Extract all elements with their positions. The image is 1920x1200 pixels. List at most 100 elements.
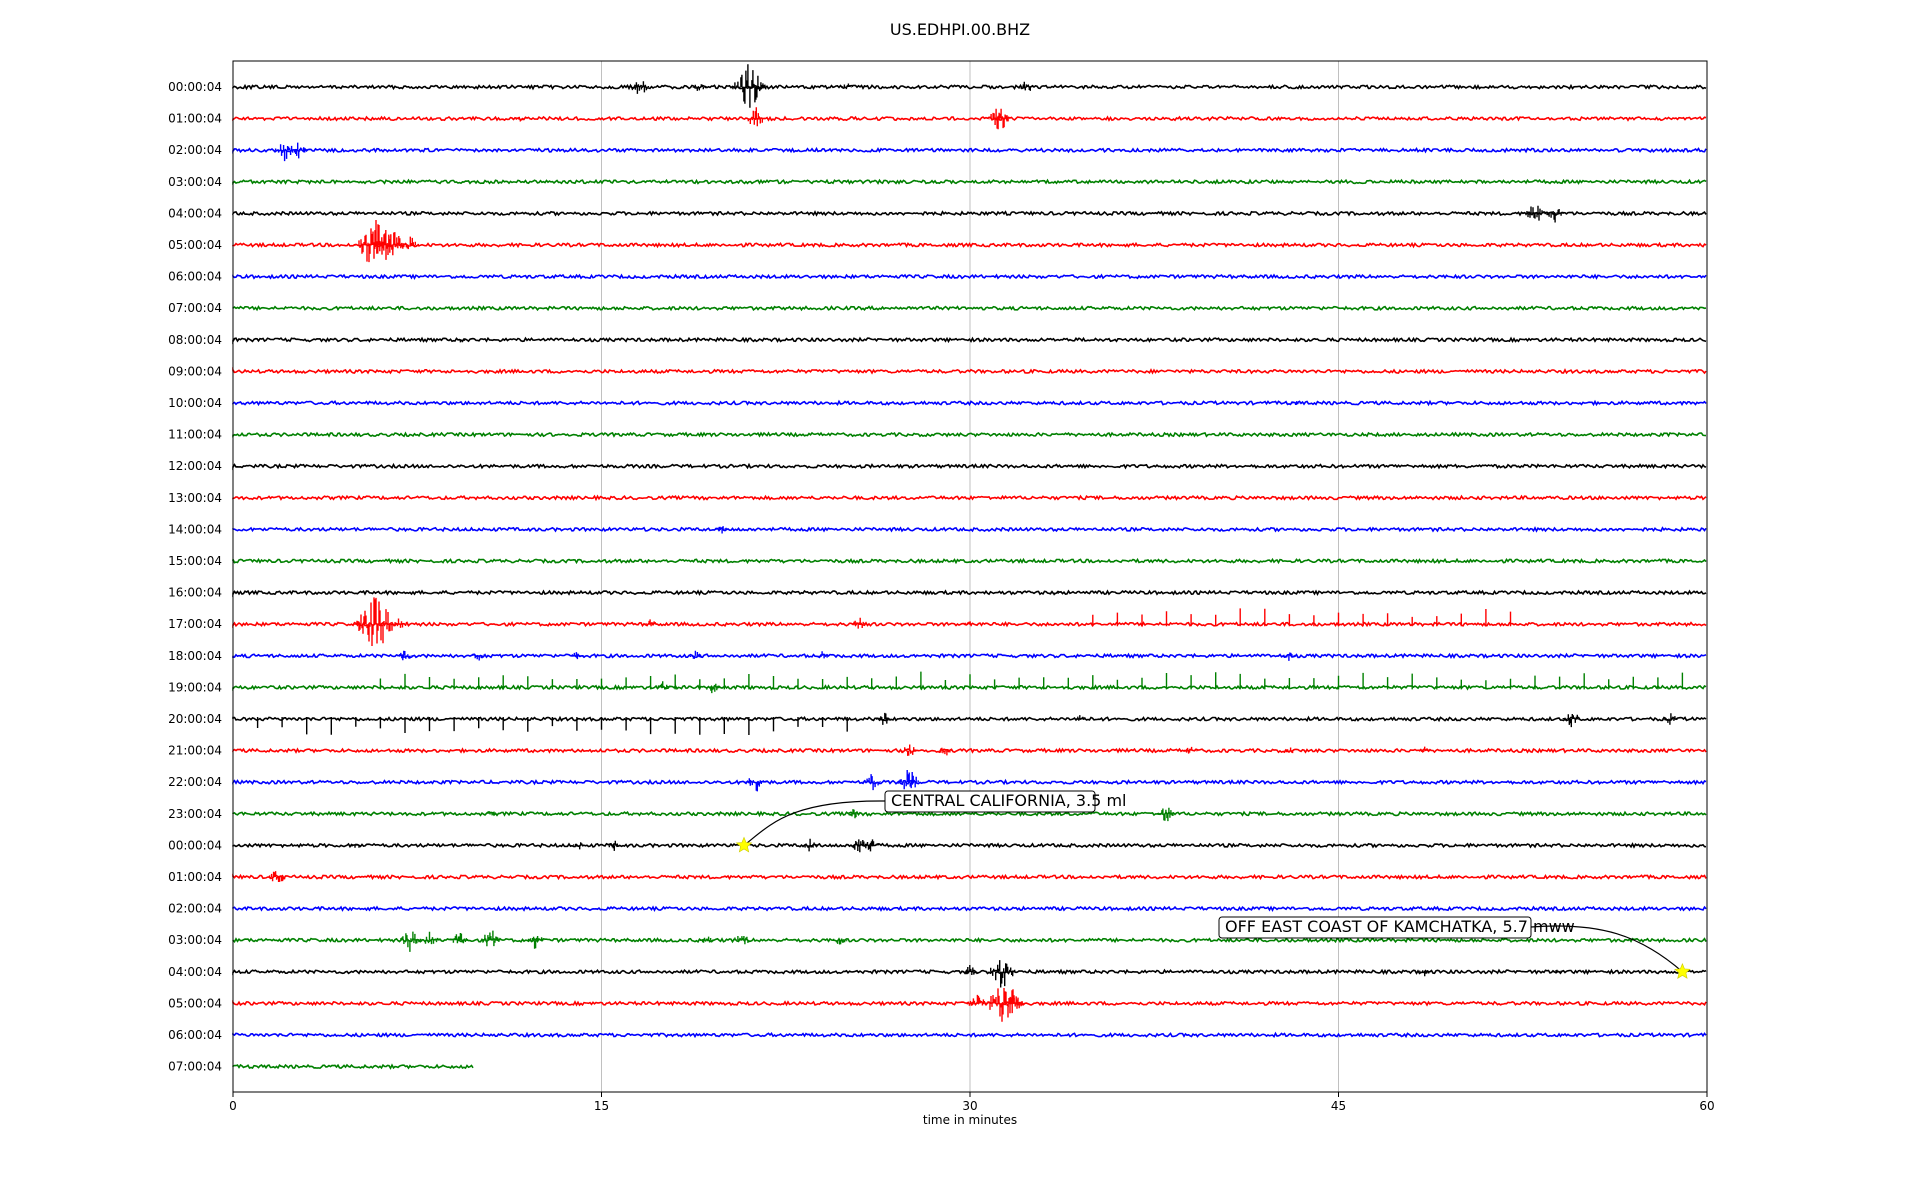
row-time-label: 06:00:04 [168, 1028, 222, 1042]
trace-row [232, 178, 1707, 185]
trace-row [232, 873, 1707, 881]
row-time-labels: 00:00:04 01:00:04 02:00:04 03:00:04 04:00:04… [168, 80, 222, 1074]
row-time-label: 04:00:04 [168, 206, 222, 220]
row-time-label: 05:00:04 [168, 996, 222, 1010]
annotation-text: CENTRAL CALIFORNIA, 3.5 ml [891, 791, 1126, 810]
trace-row [232, 146, 1707, 154]
trace-event [1524, 205, 1564, 223]
trace-event [900, 744, 1431, 756]
row-time-label: 04:00:04 [168, 965, 222, 979]
trace-event [397, 650, 1297, 661]
x-tick-label: 60 [1699, 1099, 1714, 1113]
row-time-label: 19:00:04 [168, 680, 222, 694]
annotation-text: OFF EAST COAST OF KAMCHATKA, 5.7 mww [1225, 917, 1575, 936]
trace-row [232, 241, 1707, 249]
trace-event [1049, 591, 1062, 596]
row-time-label: 12:00:04 [168, 459, 222, 473]
row-time-label: 20:00:04 [168, 712, 222, 726]
row-time-label: 10:00:04 [168, 396, 222, 410]
row-time-label: 22:00:04 [168, 775, 222, 789]
trace-row [232, 494, 1707, 502]
chart-title: US.EDHPI.00.BHZ [890, 20, 1030, 39]
trace-row [232, 305, 1707, 312]
row-time-label: 17:00:04 [168, 617, 222, 631]
trace-event [354, 597, 1512, 646]
x-axis-label: time in minutes [923, 1113, 1017, 1127]
x-tick-label: 0 [229, 1099, 237, 1113]
x-tick-label: 45 [1331, 1099, 1346, 1113]
x-tick-label: 15 [594, 1099, 609, 1113]
row-time-label: 15:00:04 [168, 554, 222, 568]
trace-row [232, 115, 1707, 122]
trace-row [232, 210, 1707, 217]
trace-row [232, 526, 1707, 533]
trace-row [232, 399, 1707, 407]
trace-row [232, 810, 1707, 818]
trace-event [745, 770, 920, 792]
event-star-marker [1674, 963, 1691, 979]
row-time-label: 03:00:04 [168, 933, 222, 947]
row-time-label: 01:00:04 [168, 112, 222, 126]
row-time-label: 16:00:04 [168, 586, 222, 600]
row-time-label: 11:00:04 [168, 428, 222, 442]
trace-row [232, 431, 1707, 438]
annotation-box [1218, 916, 1532, 939]
row-time-label: 01:00:04 [168, 870, 222, 884]
trace-row [232, 937, 1707, 944]
trace-row [232, 715, 1707, 723]
trace-row [232, 778, 1707, 786]
row-time-label: 00:00:04 [168, 80, 222, 94]
row-time-label: 14:00:04 [168, 522, 222, 536]
trace-row [232, 652, 1707, 660]
trace-event [379, 671, 1684, 694]
trace-row [232, 747, 1707, 754]
trace-event [627, 64, 1034, 108]
trace-row [232, 1031, 1707, 1039]
trace-row [232, 367, 1707, 375]
event-annotations: CENTRAL CALIFORNIA, 3.5 ml OFF EAST COAST… [735, 790, 1691, 979]
trace-row [232, 336, 1707, 345]
row-time-label: 03:00:04 [168, 175, 222, 189]
trace-event [256, 712, 1678, 735]
row-time-label: 13:00:04 [168, 491, 222, 505]
row-time-label: 18:00:04 [168, 649, 222, 663]
row-time-label: 00:00:04 [168, 838, 222, 852]
annotation-connector [1530, 925, 1683, 973]
row-time-label: 21:00:04 [168, 744, 222, 758]
trace-row [232, 684, 1707, 691]
trace-event [1290, 401, 1303, 405]
trace-event [966, 988, 1025, 1022]
row-time-label: 02:00:04 [168, 143, 222, 157]
trace-row [232, 589, 1707, 598]
annotation-connector [743, 800, 886, 846]
row-time-label: 07:00:04 [168, 1060, 222, 1074]
row-time-label: 05:00:04 [168, 238, 222, 252]
row-time-label: 08:00:04 [168, 333, 222, 347]
event-star-marker [735, 836, 753, 853]
row-time-label: 02:00:04 [168, 902, 222, 916]
row-time-label: 07:00:04 [168, 301, 222, 315]
trace-row [232, 1063, 474, 1070]
row-time-label: 09:00:04 [168, 364, 222, 378]
trace-event [354, 220, 419, 263]
x-axis-ticks: 0 15 30 45 60 [229, 1092, 1715, 1113]
row-time-label: 23:00:04 [168, 807, 222, 821]
trace-event [484, 807, 1176, 822]
x-tick-label: 30 [962, 1099, 977, 1113]
trace-event [962, 960, 1563, 988]
trace-event [267, 871, 287, 882]
trace-event [273, 142, 309, 162]
trace-row [232, 462, 1707, 471]
trace-row [232, 842, 1707, 849]
trace-event [349, 838, 880, 853]
annotation-box [884, 790, 1096, 813]
trace-row [232, 557, 1707, 565]
trace-row [232, 273, 1707, 280]
trace-layer [232, 64, 1707, 1070]
trace-event [715, 526, 728, 534]
row-time-label: 06:00:04 [168, 270, 222, 284]
trace-event [514, 107, 1011, 130]
trace-event [455, 338, 468, 343]
trace-row [232, 905, 1707, 913]
